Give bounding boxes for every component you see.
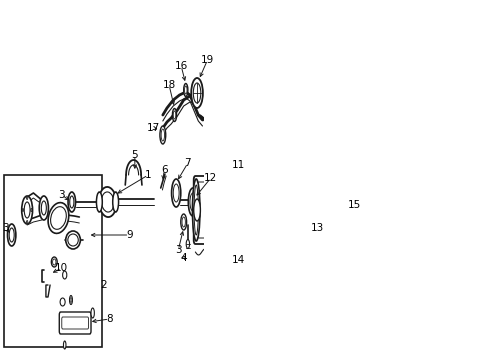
Ellipse shape xyxy=(160,126,165,144)
Ellipse shape xyxy=(101,192,114,212)
Ellipse shape xyxy=(188,188,197,216)
Ellipse shape xyxy=(173,184,179,202)
Ellipse shape xyxy=(173,111,175,119)
Ellipse shape xyxy=(113,192,118,212)
FancyBboxPatch shape xyxy=(59,312,91,334)
Ellipse shape xyxy=(305,203,309,217)
Text: 3: 3 xyxy=(2,223,9,233)
Bar xyxy=(4,175,102,347)
Ellipse shape xyxy=(53,259,56,265)
Ellipse shape xyxy=(48,203,69,233)
Text: 8: 8 xyxy=(106,314,112,324)
Ellipse shape xyxy=(39,196,48,220)
Ellipse shape xyxy=(51,257,57,267)
Text: 9: 9 xyxy=(126,230,132,240)
Ellipse shape xyxy=(172,108,176,122)
Ellipse shape xyxy=(31,208,32,212)
FancyBboxPatch shape xyxy=(197,182,270,238)
Ellipse shape xyxy=(186,239,189,248)
Text: 3: 3 xyxy=(175,245,181,255)
Text: 5: 5 xyxy=(131,150,138,160)
Ellipse shape xyxy=(65,231,80,249)
Ellipse shape xyxy=(70,196,74,208)
Ellipse shape xyxy=(21,196,33,224)
Text: 4: 4 xyxy=(180,253,186,263)
Text: 6: 6 xyxy=(161,165,167,175)
Text: 13: 13 xyxy=(310,223,323,233)
Text: 11: 11 xyxy=(232,160,245,170)
Ellipse shape xyxy=(189,193,195,211)
Ellipse shape xyxy=(70,297,72,302)
Ellipse shape xyxy=(171,179,181,207)
Ellipse shape xyxy=(269,202,274,218)
Ellipse shape xyxy=(181,214,186,230)
Ellipse shape xyxy=(26,197,28,199)
FancyBboxPatch shape xyxy=(61,317,88,329)
Ellipse shape xyxy=(26,220,28,224)
Text: 1: 1 xyxy=(144,170,151,180)
Text: 18: 18 xyxy=(162,80,175,90)
Ellipse shape xyxy=(63,341,66,349)
Ellipse shape xyxy=(192,179,200,241)
Ellipse shape xyxy=(182,217,185,227)
Ellipse shape xyxy=(24,202,30,218)
Text: 16: 16 xyxy=(174,61,187,71)
Ellipse shape xyxy=(22,208,23,212)
Ellipse shape xyxy=(41,201,46,215)
Text: 14: 14 xyxy=(232,255,245,265)
Ellipse shape xyxy=(270,184,275,236)
Text: 7: 7 xyxy=(184,158,191,168)
Text: 12: 12 xyxy=(204,173,217,183)
Ellipse shape xyxy=(50,207,66,229)
Ellipse shape xyxy=(62,271,67,279)
Ellipse shape xyxy=(91,308,94,318)
Text: 10: 10 xyxy=(55,263,68,273)
Text: 15: 15 xyxy=(346,200,360,210)
Ellipse shape xyxy=(9,228,14,242)
Text: 3: 3 xyxy=(59,190,65,200)
Text: 2: 2 xyxy=(100,280,106,290)
Ellipse shape xyxy=(68,234,78,246)
Ellipse shape xyxy=(96,192,102,212)
Ellipse shape xyxy=(286,191,295,229)
Ellipse shape xyxy=(7,224,16,246)
Ellipse shape xyxy=(68,192,76,212)
Text: 19: 19 xyxy=(201,55,214,65)
Ellipse shape xyxy=(99,187,116,217)
Text: 17: 17 xyxy=(146,123,160,133)
Ellipse shape xyxy=(60,298,65,306)
Ellipse shape xyxy=(184,86,186,94)
Ellipse shape xyxy=(191,78,203,108)
Ellipse shape xyxy=(193,199,200,221)
Ellipse shape xyxy=(194,185,198,235)
Ellipse shape xyxy=(288,197,294,223)
FancyBboxPatch shape xyxy=(193,176,274,244)
Ellipse shape xyxy=(193,83,201,103)
Ellipse shape xyxy=(269,178,277,242)
Ellipse shape xyxy=(69,296,72,305)
Ellipse shape xyxy=(161,129,164,141)
Ellipse shape xyxy=(183,84,187,96)
